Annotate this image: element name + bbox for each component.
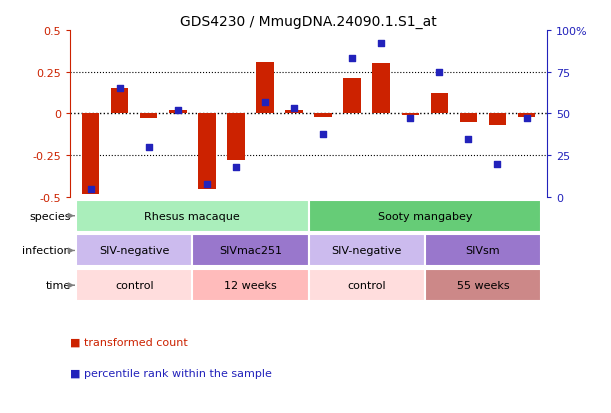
Point [86,186,95,192]
Bar [309,200,541,232]
Point [173,107,183,114]
Bar [192,270,309,301]
Point [289,106,299,112]
Point [376,41,386,47]
Bar [401,114,419,116]
Point [347,56,357,63]
Bar [256,63,274,114]
Bar [82,114,100,194]
Bar [169,111,186,114]
Text: SIV-negative: SIV-negative [99,246,169,256]
Text: 55 weeks: 55 weeks [456,280,509,290]
Bar [431,94,448,114]
Bar [518,114,535,118]
Bar [425,270,541,301]
Bar [192,235,309,267]
Title: GDS4230 / MmugDNA.24090.1.S1_at: GDS4230 / MmugDNA.24090.1.S1_at [180,14,437,28]
Text: ■ transformed count: ■ transformed count [70,337,188,347]
Point [144,144,153,151]
Text: control: control [115,280,153,290]
Point [260,99,270,106]
Bar [315,114,332,118]
Point [522,116,532,123]
Text: infection: infection [22,246,71,256]
Point [405,116,415,123]
Bar [198,114,216,189]
Bar [76,235,192,267]
Bar [227,114,244,161]
Bar [489,114,506,126]
Bar [140,114,158,119]
Bar [373,64,390,114]
Point [464,136,474,142]
Bar [76,270,192,301]
Bar [285,111,302,114]
Bar [111,89,128,114]
Bar [459,114,477,123]
Text: time: time [46,280,71,290]
Text: ■ percentile rank within the sample: ■ percentile rank within the sample [70,368,272,378]
Bar [76,200,309,232]
Text: control: control [348,280,386,290]
Point [115,86,125,93]
Text: Sooty mangabey: Sooty mangabey [378,211,472,221]
Point [434,69,444,76]
Text: SIVmac251: SIVmac251 [219,246,282,256]
Bar [343,79,361,114]
Point [492,161,502,167]
Bar [309,270,425,301]
Text: SIVsm: SIVsm [466,246,500,256]
Text: SIV-negative: SIV-negative [332,246,402,256]
Text: Rhesus macaque: Rhesus macaque [144,211,240,221]
Text: 12 weeks: 12 weeks [224,280,277,290]
Point [202,181,212,188]
Point [231,164,241,171]
Bar [425,235,541,267]
Text: species: species [29,211,71,221]
Point [318,131,328,138]
Bar [309,235,425,267]
